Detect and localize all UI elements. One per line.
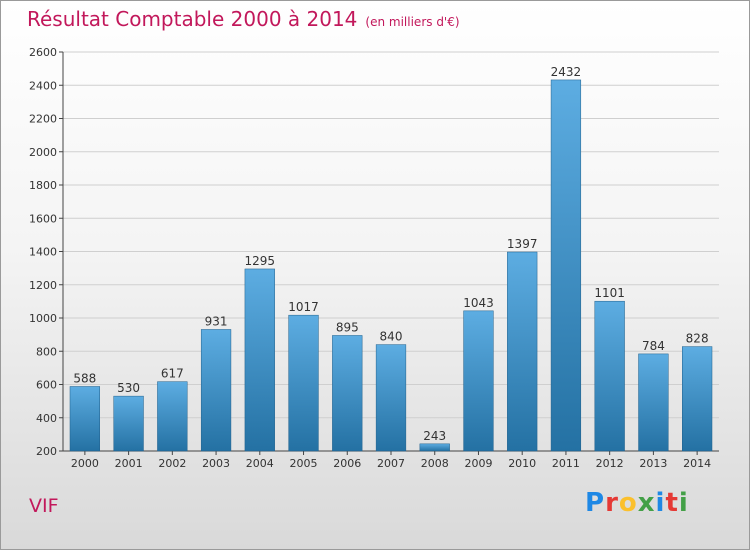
logo-letter: x [637, 488, 656, 518]
data-label: 931 [205, 314, 228, 328]
logo-letter: i [678, 488, 689, 518]
labels: 200 400 600 800 1000 1200 1400 1600 1800 2000 2200… [29, 46, 711, 470]
bar [244, 268, 275, 452]
x-tick-label: 2013 [639, 457, 667, 470]
data-label: 1397 [507, 237, 538, 251]
bar [157, 381, 188, 452]
chart-title-text: Résultat Comptable 2000 à 2014 [27, 7, 358, 31]
chart-subtitle: (en milliers d'€) [365, 15, 460, 29]
x-tick-label: 2008 [421, 457, 449, 470]
bar [375, 344, 407, 452]
x-tick-label: 2001 [115, 457, 143, 470]
data-label: 1101 [594, 286, 625, 300]
x-tick-label: 2000 [71, 457, 99, 470]
data-label: 1043 [463, 296, 494, 310]
logo-letter: t [665, 488, 679, 518]
x-tick-label: 2014 [683, 457, 711, 470]
y-tick-label: 800 [36, 345, 57, 358]
bar [419, 443, 450, 452]
bar [332, 335, 363, 452]
chart-title: Résultat Comptable 2000 à 2014 (en millie… [27, 7, 460, 31]
y-tick-label: 200 [36, 445, 57, 458]
bar [200, 329, 232, 452]
data-label: 588 [73, 371, 96, 385]
data-label: 243 [423, 429, 446, 443]
data-label: 1295 [245, 254, 276, 268]
y-tick-label: 1000 [29, 312, 57, 325]
x-tick-label: 2010 [508, 457, 536, 470]
x-tick-label: 2009 [464, 457, 492, 470]
data-label: 2432 [551, 65, 582, 79]
y-tick-label: 400 [36, 412, 57, 425]
bar [594, 300, 625, 452]
y-tick-label: 1200 [29, 279, 57, 292]
x-tick-label: 2012 [596, 457, 624, 470]
data-label: 1017 [288, 300, 319, 314]
bar [69, 386, 100, 452]
bar [550, 79, 582, 452]
proxiti-logo: Proxiti [585, 488, 689, 518]
logo-letter: i [655, 488, 666, 518]
x-tick-label: 2006 [333, 457, 361, 470]
bar [463, 310, 494, 452]
bar [507, 251, 538, 452]
y-tick-label: 1600 [29, 212, 57, 225]
x-tick-label: 2011 [552, 457, 580, 470]
logo-letter: o [618, 488, 638, 518]
y-tick-label: 600 [36, 379, 57, 392]
bar [113, 395, 144, 452]
data-label: 895 [336, 320, 359, 334]
bar [288, 314, 319, 452]
x-tick-label: 2002 [158, 457, 186, 470]
x-tick-label: 2007 [377, 457, 405, 470]
x-tick-label: 2004 [246, 457, 274, 470]
data-label: 617 [161, 367, 184, 381]
bar [638, 353, 669, 452]
x-tick-label: 2003 [202, 457, 230, 470]
commune-name: VIF [29, 495, 59, 517]
logo-letter: P [585, 488, 606, 518]
y-tick-label: 1400 [29, 246, 57, 259]
y-tick-label: 1800 [29, 179, 57, 192]
data-label: 828 [686, 332, 709, 346]
y-tick-label: 2400 [29, 79, 57, 92]
logo-letter: r [605, 488, 619, 518]
data-label: 530 [117, 381, 140, 395]
x-tick-label: 2005 [290, 457, 318, 470]
y-tick-label: 2600 [29, 46, 57, 59]
y-tick-label: 2000 [29, 146, 57, 159]
y-tick-label: 2200 [29, 113, 57, 126]
bar [682, 346, 713, 452]
bars [69, 79, 713, 452]
data-label: 784 [642, 339, 665, 353]
data-label: 840 [380, 330, 403, 344]
